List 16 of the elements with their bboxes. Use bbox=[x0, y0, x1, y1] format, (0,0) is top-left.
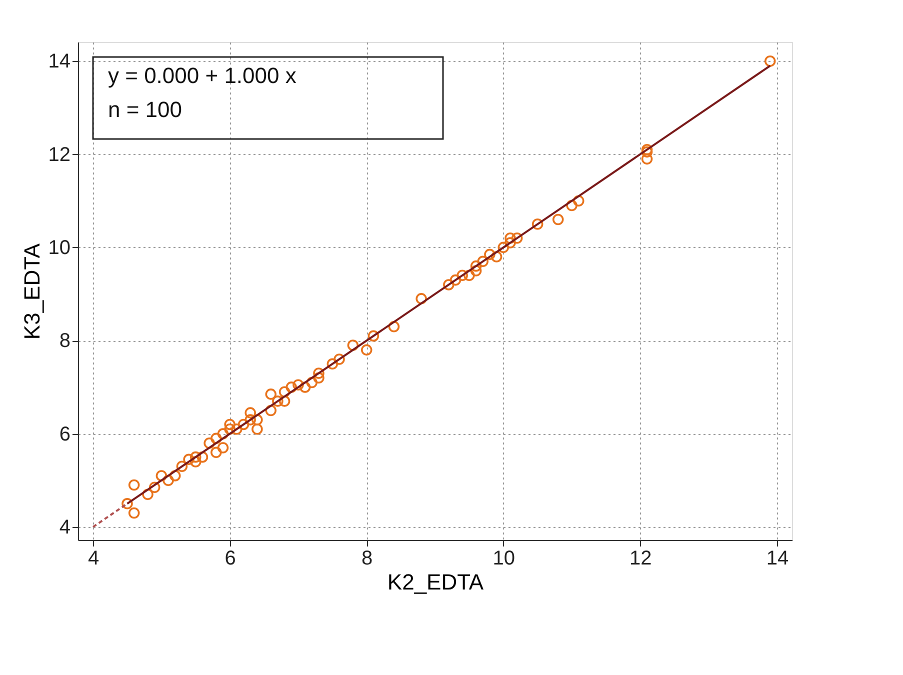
x-tick-label: 6 bbox=[224, 548, 236, 570]
x-axis-title: K2_EDTA bbox=[387, 570, 484, 594]
x-tick-label: 8 bbox=[362, 548, 373, 570]
y-tick-label: 6 bbox=[59, 423, 70, 446]
y-tick-label: 8 bbox=[59, 330, 70, 352]
x-tick-label: 12 bbox=[630, 548, 652, 570]
y-tick-label: 14 bbox=[48, 50, 70, 73]
x-tick-label: 4 bbox=[88, 548, 100, 570]
y-axis-title: K3_EDTA bbox=[19, 243, 44, 340]
y-tick-label: 4 bbox=[59, 516, 70, 538]
x-tick-label: 10 bbox=[492, 548, 516, 570]
x-tick-label: 14 bbox=[766, 548, 789, 570]
annotation: n = 100 bbox=[108, 97, 182, 122]
y-tick-label: 12 bbox=[48, 144, 70, 166]
y-tick-label: 10 bbox=[48, 236, 70, 259]
annotation: y = 0.000 + 1.000 x bbox=[108, 63, 296, 88]
